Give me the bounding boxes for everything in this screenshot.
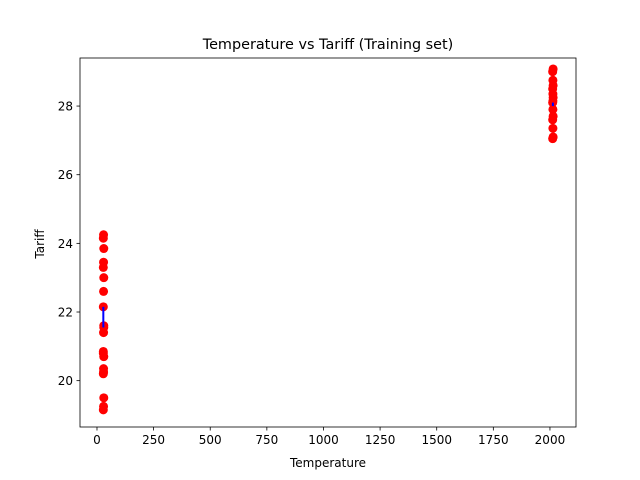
data-point: [548, 123, 558, 133]
x-tick-label: 250: [142, 433, 165, 447]
x-tick-label: 2000: [535, 433, 566, 447]
x-axis-label: Temperature: [289, 456, 366, 470]
data-point: [548, 75, 558, 85]
data-point: [548, 104, 558, 114]
data-point: [99, 230, 109, 240]
data-point: [98, 348, 108, 358]
data-point: [548, 132, 558, 142]
data-point: [99, 273, 109, 283]
x-tick-label: 1750: [478, 433, 509, 447]
y-axis-label: Tariff: [33, 229, 47, 260]
data-point: [99, 257, 109, 267]
data-point: [99, 286, 109, 296]
data-point: [548, 64, 558, 74]
x-tick-label: 750: [255, 433, 278, 447]
data-point: [99, 393, 109, 403]
data-point: [99, 244, 109, 254]
chart-title: Temperature vs Tariff (Training set): [202, 37, 454, 53]
y-tick-label: 26: [58, 168, 73, 182]
y-tick-label: 24: [58, 237, 73, 251]
x-tick-label: 1000: [308, 433, 339, 447]
plot-area: [98, 64, 558, 415]
y-tick-label: 22: [58, 306, 73, 320]
x-tick-label: 1500: [421, 433, 452, 447]
axes: 0 250 500 750 1000 1250 1500 1750 2000 20 22 24 26 28: [58, 57, 577, 447]
data-point: [99, 401, 109, 411]
y-tick-label: 20: [58, 374, 73, 388]
x-tick-label: 1250: [365, 433, 396, 447]
axes-frame: [79, 57, 577, 428]
data-point: [548, 111, 558, 121]
x-tick-label: 0: [93, 433, 101, 447]
data-point: [99, 367, 109, 377]
data-point: [548, 96, 558, 106]
y-tick-label: 28: [58, 100, 73, 114]
x-tick-label: 500: [199, 433, 222, 447]
